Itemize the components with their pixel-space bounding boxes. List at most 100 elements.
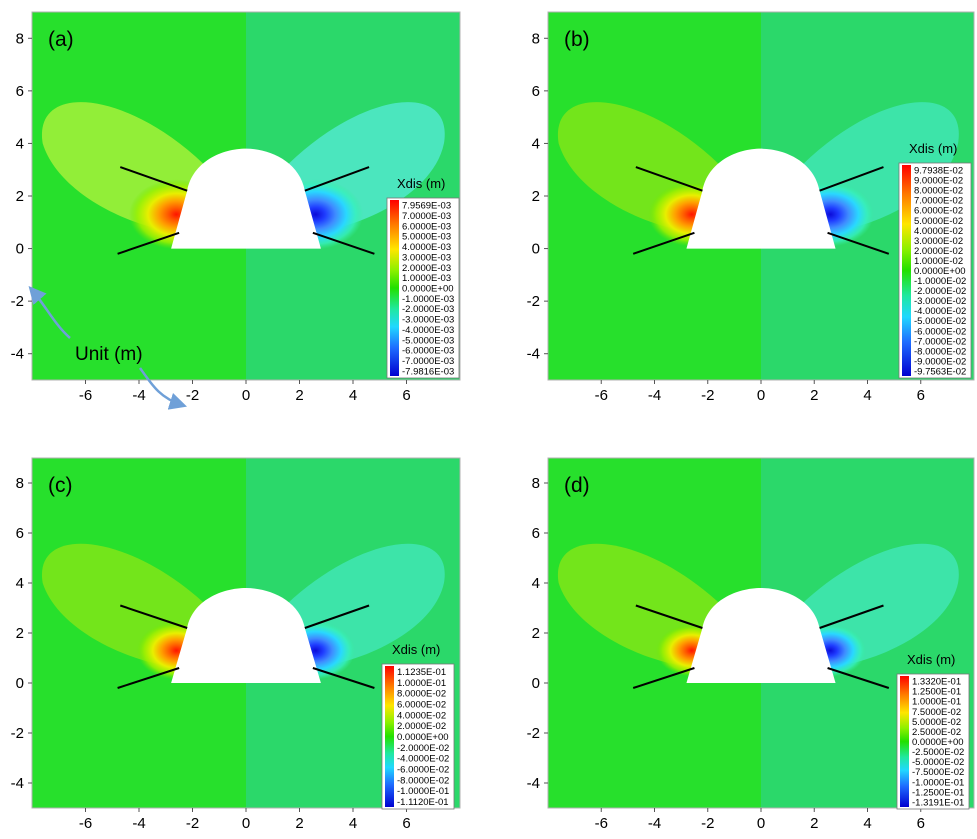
panel-label: (d) bbox=[564, 474, 590, 497]
legend-level-label: 1.2500E-01 bbox=[912, 687, 961, 698]
x-tick-label: -6 bbox=[595, 387, 608, 404]
legend-level-label: 0.0000E+00 bbox=[402, 284, 454, 295]
legend-level-label: -7.5000E-02 bbox=[912, 767, 964, 778]
legend: 7.9569E-037.0000E-036.0000E-035.0000E-03… bbox=[386, 197, 460, 379]
x-tick-label: 2 bbox=[295, 387, 303, 404]
x-tick-label: 6 bbox=[917, 387, 925, 404]
legend-level-label: 2.0000E-03 bbox=[402, 263, 451, 274]
legend-title: Xdis (m) bbox=[907, 652, 955, 667]
rock-bolt bbox=[632, 667, 695, 689]
legend-level-label: 8.0000E-02 bbox=[397, 689, 446, 700]
legend-level-label: -5.0000E-02 bbox=[914, 316, 966, 327]
legend-level-label: -1.0000E-01 bbox=[397, 786, 449, 797]
legend-level-label: -8.0000E-02 bbox=[397, 775, 449, 786]
x-tick-label: 4 bbox=[349, 815, 357, 832]
legend-title: Xdis (m) bbox=[392, 642, 440, 657]
panel-label: (c) bbox=[48, 474, 73, 497]
legend-level-label: 7.9569E-03 bbox=[402, 201, 451, 212]
y-tick-label: -2 bbox=[527, 725, 540, 742]
rock-bolt bbox=[119, 166, 188, 192]
y-tick-label: 0 bbox=[16, 241, 24, 258]
legend-level-label: 9.0000E-02 bbox=[914, 176, 963, 187]
contour-field bbox=[548, 458, 974, 808]
x-tick-label: 4 bbox=[349, 387, 357, 404]
rock-bolt bbox=[827, 667, 890, 689]
rock-bolt bbox=[117, 667, 180, 689]
legend-level-label: 1.3320E-01 bbox=[912, 677, 961, 688]
x-tick-label: -4 bbox=[648, 815, 661, 832]
rock-bolt bbox=[819, 166, 884, 192]
y-tick-label: -2 bbox=[527, 293, 540, 310]
contour-field bbox=[32, 12, 460, 380]
legend-level-label: 1.0000E-02 bbox=[914, 256, 963, 267]
panel-1: -6 -4 -2 0 2 4 6 8 6 4 2 0 -2 -4 (a) Xdis (m) 7.9569E-03… bbox=[11, 11, 461, 410]
legend: 1.3320E-011.2500E-011.0000E-017.5000E-02… bbox=[896, 673, 970, 810]
legend-level-label: 2.0000E-02 bbox=[397, 721, 446, 732]
y-tick-label: 2 bbox=[532, 625, 540, 642]
legend-level-label: -1.3191E-01 bbox=[912, 797, 964, 808]
rock-bolt bbox=[819, 604, 884, 629]
x-tick-label: -4 bbox=[132, 387, 145, 404]
x-tick-label: 6 bbox=[402, 387, 410, 404]
x-tick-label: 0 bbox=[242, 815, 250, 832]
y-tick-label: 8 bbox=[532, 475, 540, 492]
y-tick-label: 4 bbox=[532, 135, 540, 152]
arrow-to-y-axis bbox=[28, 286, 71, 339]
y-tick-label: -2 bbox=[11, 293, 24, 310]
legend-level-label: -7.0000E-02 bbox=[914, 336, 966, 347]
legend-level-label: -6.0000E-02 bbox=[914, 326, 966, 337]
legend-level-label: -1.2500E-01 bbox=[912, 787, 964, 798]
y-tick-label: -4 bbox=[527, 775, 540, 792]
x-tick-label: -2 bbox=[186, 815, 199, 832]
y-tick-label: 0 bbox=[16, 675, 24, 692]
legend-level-label: -5.0000E-03 bbox=[402, 335, 454, 346]
legend-level-label: 3.0000E-02 bbox=[914, 236, 963, 247]
rock-bolt bbox=[827, 231, 890, 255]
x-tick-label: -2 bbox=[701, 387, 714, 404]
x-tick-label: -2 bbox=[701, 815, 714, 832]
legend-level-label: 2.5000E-02 bbox=[912, 727, 961, 738]
legend-level-label: 6.0000E-03 bbox=[402, 221, 451, 232]
x-tick-label: -2 bbox=[186, 387, 199, 404]
legend-colorbar bbox=[390, 200, 399, 376]
legend-level-label: -9.0000E-02 bbox=[914, 356, 966, 367]
legend: 1.1235E-011.0000E-018.0000E-026.0000E-02… bbox=[381, 663, 455, 810]
y-tick-label: -4 bbox=[11, 346, 24, 363]
legend-level-label: 5.0000E-02 bbox=[912, 717, 961, 728]
legend-level-label: -4.0000E-03 bbox=[402, 325, 454, 336]
y-tick-label: 4 bbox=[16, 575, 24, 592]
legend-colorbar bbox=[902, 165, 911, 376]
legend-level-label: -2.0000E-02 bbox=[914, 286, 966, 297]
tunnel-opening bbox=[686, 148, 836, 249]
x-tick-label: 6 bbox=[402, 815, 410, 832]
legend-level-label: -1.0000E-02 bbox=[914, 276, 966, 287]
legend-level-label: 7.0000E-03 bbox=[402, 211, 451, 222]
legend-level-label: 0.0000E+00 bbox=[397, 732, 449, 743]
rock-bolt bbox=[304, 166, 370, 192]
legend-level-label: 4.0000E-02 bbox=[914, 226, 963, 237]
y-tick-label: 6 bbox=[16, 525, 24, 542]
y-tick-label: 6 bbox=[532, 525, 540, 542]
rock-bolt bbox=[117, 231, 180, 255]
panel-label: (a) bbox=[48, 28, 74, 51]
legend-level-label: -2.0000E-03 bbox=[402, 304, 454, 315]
y-tick-label: 8 bbox=[16, 30, 24, 47]
y-tick-label: -4 bbox=[527, 346, 540, 363]
x-tick-label: -6 bbox=[79, 815, 92, 832]
legend-title: Xdis (m) bbox=[397, 176, 445, 191]
legend-level-label: 7.0000E-02 bbox=[914, 196, 963, 207]
x-tick-label: 6 bbox=[917, 815, 925, 832]
y-tick-label: 0 bbox=[532, 241, 540, 258]
unit-annotation: Unit (m) bbox=[75, 344, 143, 365]
legend-level-label: 7.5000E-02 bbox=[912, 707, 961, 718]
arrow-to-x-axis bbox=[138, 367, 188, 410]
y-tick-label: 6 bbox=[16, 83, 24, 100]
panel-4: -6 -4 -2 0 2 4 6 8 6 4 2 0 -2 -4 (d) Xdis (m) 1.3320E-01… bbox=[527, 457, 975, 832]
y-tick-label: 2 bbox=[16, 188, 24, 205]
legend-level-label: 6.0000E-02 bbox=[397, 699, 446, 710]
legend-level-label: 1.0000E-01 bbox=[912, 697, 961, 708]
y-tick-label: 4 bbox=[16, 135, 24, 152]
legend-level-label: -2.5000E-02 bbox=[912, 747, 964, 758]
y-tick-label: 4 bbox=[532, 575, 540, 592]
legend-level-label: -3.0000E-02 bbox=[914, 296, 966, 307]
